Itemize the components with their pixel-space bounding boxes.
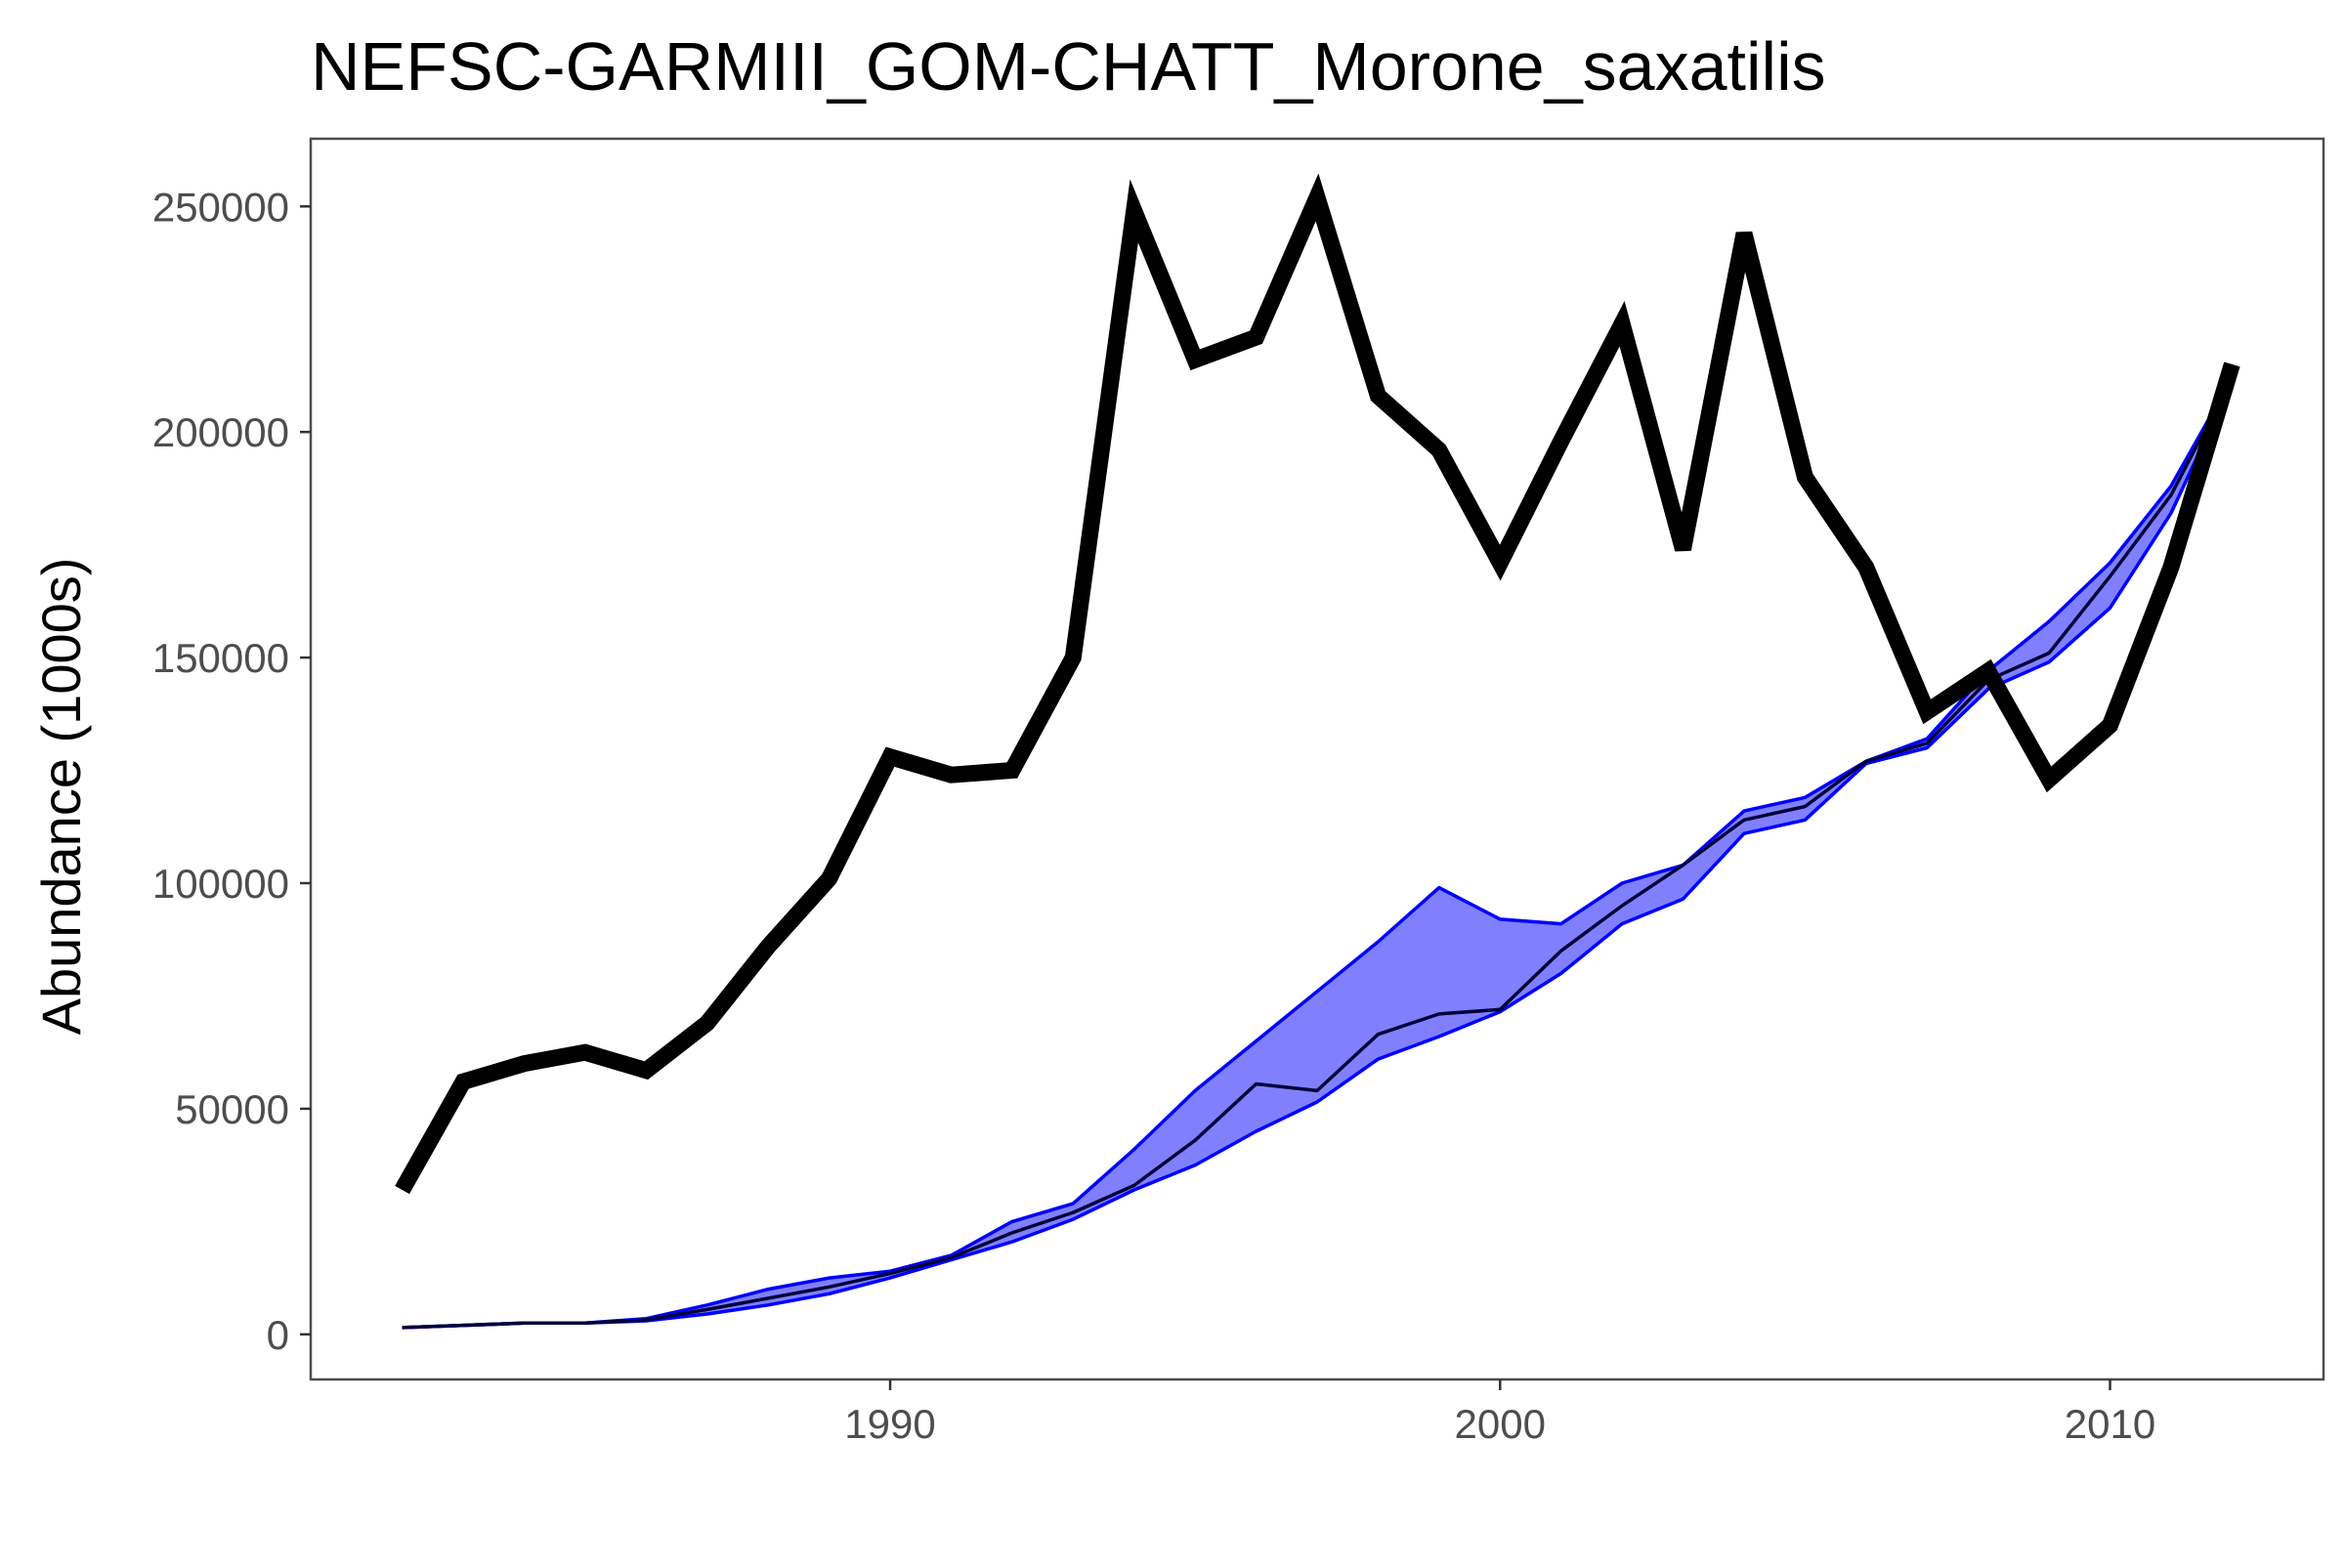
x-tick-label: 2000 [1455, 1401, 1546, 1447]
x-tick-label: 2010 [2065, 1401, 2155, 1447]
y-tick-label: 50000 [175, 1086, 289, 1132]
observed-line [395, 173, 2240, 1195]
chart-title: NEFSC-GARMIII_GOM-CHATT_Morone_saxatilis [311, 28, 1826, 105]
uncertainty-band [402, 377, 2233, 1328]
panel-border [309, 137, 2325, 1381]
y-tick-label: 200000 [152, 409, 289, 455]
band-upper-line [402, 376, 2234, 1330]
band-lower-line [402, 381, 2234, 1330]
y-tick-label: 250000 [152, 184, 289, 230]
y-axis-title: Abundance (1000s) [30, 558, 92, 1036]
x-tick-label: 1990 [844, 1401, 935, 1447]
plot-area: 0 50000 100000 150000 200000 250000 1990 2000 20… [152, 137, 2325, 1447]
y-tick-label: 150000 [152, 635, 289, 681]
y-tick-label: 0 [267, 1312, 289, 1358]
y-tick-label: 100000 [152, 861, 289, 907]
median-line [402, 376, 2234, 1330]
